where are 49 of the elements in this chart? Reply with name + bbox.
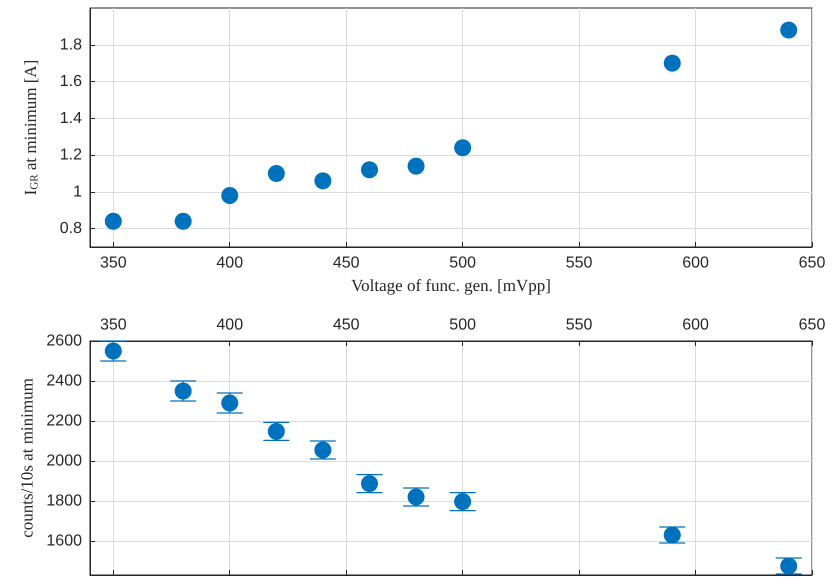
point [664, 526, 681, 544]
x2-tick-label: 450 [332, 316, 360, 334]
point [221, 187, 238, 204]
point [314, 172, 332, 190]
x-tick-label: 550 [566, 254, 593, 272]
y-tick-label: 1.2 [60, 146, 82, 164]
x-axis-title: Voltage of func. gen. [mVpp] [351, 276, 551, 295]
y-tick-label: 2000 [46, 452, 82, 470]
point [454, 139, 472, 156]
point [104, 342, 122, 360]
point [408, 488, 425, 506]
point [780, 558, 798, 574]
x-tick-label: 650 [798, 254, 826, 272]
y-tick-label: 1.6 [60, 73, 82, 90]
y-tick-label: 2200 [46, 412, 82, 430]
x2-tick-label: 350 [100, 316, 127, 334]
x-tick-label: 500 [449, 254, 476, 272]
x2-tick-label: 500 [449, 316, 476, 334]
point [268, 164, 285, 182]
x-tick-label: 600 [682, 254, 709, 272]
y-tick-label: 2400 [46, 372, 82, 390]
x2-tick-label: 600 [682, 316, 709, 334]
point [408, 158, 425, 175]
point [174, 212, 192, 230]
x2-tick-label: 550 [566, 316, 593, 334]
point [221, 394, 238, 412]
point [664, 54, 681, 72]
x2-tick-label: 400 [216, 316, 244, 334]
point [314, 442, 332, 458]
x-tick-label: 400 [216, 254, 244, 272]
y-tick-label: 1 [73, 183, 82, 200]
point [361, 475, 378, 492]
y-tick-label: 1.8 [60, 36, 82, 54]
point [104, 212, 122, 230]
y-tick-label: 1600 [46, 532, 82, 550]
y-tick-label: 1.4 [60, 110, 82, 127]
y-tick-label: 1800 [46, 492, 82, 510]
x-tick-label: 450 [332, 254, 360, 272]
y-tick-label: 2600 [46, 332, 82, 350]
y-axis-title: IGR at minimum [A] [21, 60, 40, 196]
y-axis-title: counts/10s at minimum [18, 378, 37, 538]
point [361, 161, 378, 178]
point [268, 422, 285, 440]
x-tick-label: 350 [100, 254, 127, 272]
y-tick-label: 0.8 [60, 220, 82, 238]
point [780, 22, 798, 39]
x2-tick-label: 650 [798, 316, 826, 334]
point [174, 382, 192, 400]
point [454, 493, 472, 510]
